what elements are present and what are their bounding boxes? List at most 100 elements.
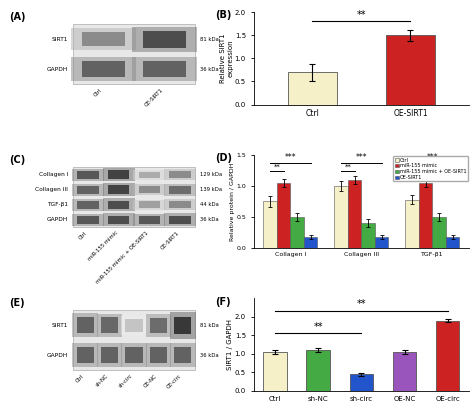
Bar (103, 168, 135, 181)
Text: (F): (F) (215, 297, 230, 306)
Bar (97, 313, 122, 337)
Bar (72, 214, 104, 226)
Y-axis label: SIRT1 / GAPDH: SIRT1 / GAPDH (228, 319, 233, 370)
Bar (101, 347, 118, 363)
Bar (150, 317, 167, 333)
Text: 81 kDa: 81 kDa (200, 37, 219, 42)
Text: Ctrl: Ctrl (93, 87, 103, 97)
Legend: Ctrl, miR-155 mimic, miR-155 mimic + OE-SIRT1, OE-SIRT1: Ctrl, miR-155 mimic, miR-155 mimic + OE-… (393, 156, 468, 182)
Bar (72, 57, 136, 81)
Bar (348, 180, 362, 247)
Y-axis label: Relative SIRT1
expression: Relative SIRT1 expression (220, 33, 233, 83)
Bar (264, 201, 277, 247)
Bar (133, 184, 165, 195)
Bar (72, 184, 104, 196)
Text: GAPDH: GAPDH (47, 217, 68, 222)
Bar (146, 344, 171, 368)
Text: (B): (B) (215, 10, 231, 20)
Text: (D): (D) (215, 153, 232, 164)
Bar (335, 186, 348, 247)
Bar (133, 26, 197, 52)
Bar (169, 186, 191, 194)
Text: miR-155 mimic + OE-SIRT1: miR-155 mimic + OE-SIRT1 (95, 230, 149, 284)
Bar (73, 311, 195, 370)
Text: (E): (E) (9, 298, 25, 309)
Bar (77, 201, 99, 209)
Bar (103, 183, 135, 196)
Text: ***: *** (427, 153, 438, 162)
Text: TGF-β1: TGF-β1 (47, 202, 68, 207)
Bar (169, 201, 191, 208)
Text: sh-circ: sh-circ (118, 373, 134, 389)
Bar (108, 171, 129, 179)
Text: OE-SIRT1: OE-SIRT1 (159, 230, 180, 250)
Text: 139 kDa: 139 kDa (200, 187, 222, 193)
Bar (174, 317, 191, 334)
Bar (138, 216, 160, 224)
Bar (362, 223, 375, 247)
Bar (133, 170, 165, 180)
Bar (350, 374, 374, 391)
Bar (72, 199, 104, 211)
Text: **: ** (356, 300, 366, 309)
Text: GAPDH: GAPDH (47, 353, 68, 358)
Bar (82, 32, 125, 46)
Text: Ctrl: Ctrl (75, 373, 85, 383)
Text: GAPDH: GAPDH (47, 67, 68, 72)
Bar (77, 317, 94, 333)
Text: SIRT1: SIRT1 (52, 323, 68, 328)
Bar (73, 24, 195, 84)
Text: Collagen I: Collagen I (39, 172, 68, 177)
Text: 81 kDa: 81 kDa (200, 323, 219, 328)
Bar (164, 184, 196, 196)
Bar (164, 213, 196, 226)
Bar (143, 31, 186, 48)
Text: sh-NC: sh-NC (95, 373, 109, 388)
Bar (169, 171, 191, 178)
Text: **: ** (273, 164, 280, 170)
Text: (A): (A) (9, 12, 26, 22)
Y-axis label: Relative protein / GAPDH: Relative protein / GAPDH (230, 162, 235, 241)
Bar (101, 317, 118, 333)
Bar (174, 347, 191, 363)
Text: 44 kDa: 44 kDa (200, 202, 219, 207)
Bar (97, 344, 122, 368)
Bar (126, 319, 143, 332)
Text: 129 kDa: 129 kDa (200, 172, 222, 177)
Bar (103, 199, 135, 211)
Bar (143, 61, 186, 77)
Bar (170, 344, 196, 368)
Bar (72, 313, 98, 337)
Bar (419, 183, 432, 247)
Bar (77, 171, 99, 179)
Bar (121, 316, 147, 335)
Bar (277, 183, 291, 247)
Bar (108, 216, 129, 224)
Bar (82, 61, 125, 77)
Text: 36 kDa: 36 kDa (200, 217, 219, 222)
Bar (126, 347, 143, 363)
Bar (304, 237, 318, 247)
Text: ***: *** (356, 153, 367, 162)
Text: **: ** (314, 322, 323, 332)
Text: miR-155 mimic: miR-155 mimic (87, 230, 119, 262)
Text: SIRT1: SIRT1 (52, 37, 68, 42)
Text: OE-SIRT1: OE-SIRT1 (144, 87, 164, 107)
Bar (138, 186, 160, 193)
Bar (133, 214, 165, 226)
Bar (72, 168, 104, 181)
Bar (108, 186, 129, 194)
Bar (169, 216, 191, 224)
Text: **: ** (416, 164, 422, 170)
Bar (150, 347, 167, 363)
Text: Ctrl: Ctrl (78, 230, 88, 241)
Text: ***: *** (284, 153, 296, 162)
Bar (436, 321, 459, 391)
Bar (170, 312, 196, 339)
Bar (133, 57, 197, 81)
Bar (121, 344, 147, 368)
Bar (138, 171, 160, 178)
Bar (77, 216, 99, 224)
Bar (446, 237, 459, 247)
Text: **: ** (356, 10, 366, 20)
